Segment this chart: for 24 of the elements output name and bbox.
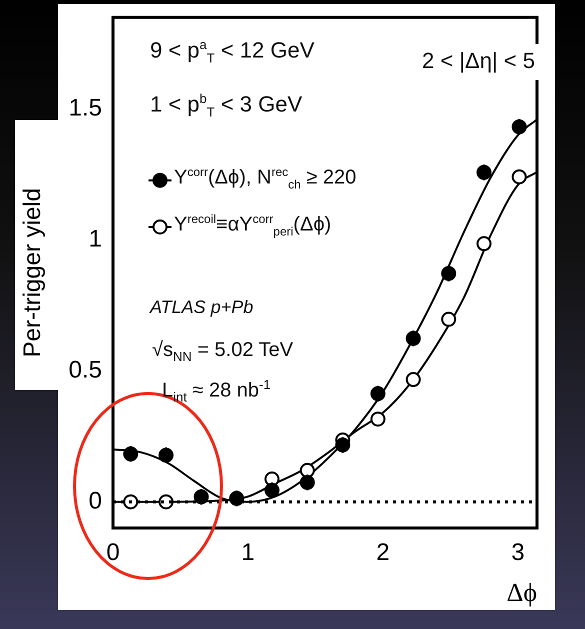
legend-label: Y$^{corr}$(Δϕ), N$^{rec}$$_{ch}$ ≥ 220 (174, 165, 356, 192)
annotation: √s$_{NN}$ = 5.02 TeV (152, 339, 294, 364)
x-axis-title: Δϕ (506, 578, 537, 608)
point (441, 312, 456, 327)
point (123, 494, 138, 510)
point (300, 462, 315, 478)
point (370, 412, 386, 427)
point (476, 236, 492, 252)
legend-label: Y$^{recoil}$≡αY$^{corr}$$_{peri}$(Δϕ) (174, 212, 332, 238)
y-tick-label: 0 (88, 487, 102, 514)
x-tick-label: 1 (241, 539, 255, 566)
y-tick-label: 1 (88, 226, 102, 253)
point (406, 372, 421, 388)
y-tick-label: 1.5 (68, 94, 102, 122)
x-tick-label: 2 (376, 539, 390, 566)
annotation: 1 < p$^{b}$$_{T}$ < 3 GeV (150, 91, 302, 120)
y-axis-title: Per-trigger yield (19, 188, 46, 358)
x-tick-label: 3 (511, 539, 525, 566)
y-tick-label: 0.5 (68, 356, 102, 384)
annotation: 2 < |Δη| < 5 (418, 44, 541, 80)
point (512, 169, 527, 184)
x-tick-label: 0 (106, 539, 120, 566)
annotation: ATLAS p+Pb (150, 297, 254, 317)
annotation: 9 < p$^{a}$$_{T}$ < 12 GeV (150, 37, 314, 66)
